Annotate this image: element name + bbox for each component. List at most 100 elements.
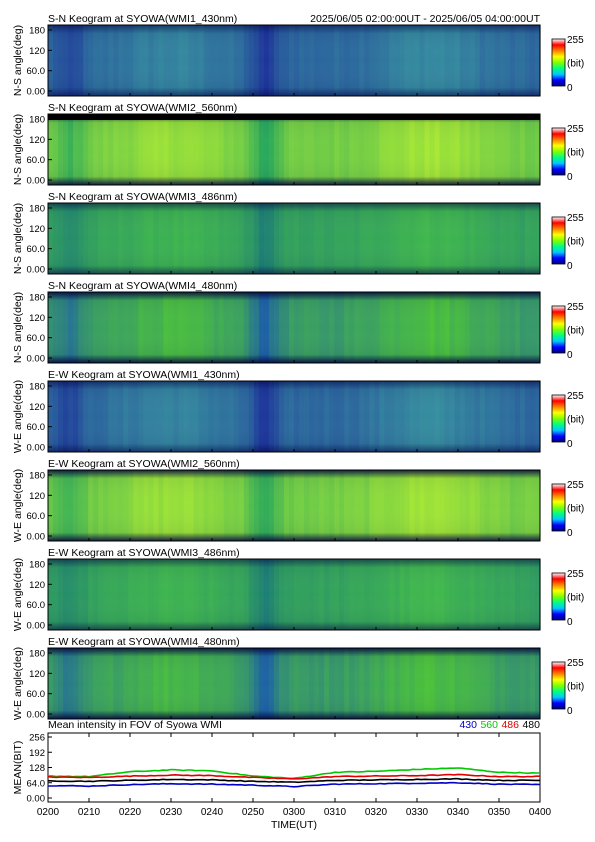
- x-tick-label: 0210: [78, 807, 101, 818]
- panel-title: S-N Keogram at SYOWA(WMI3_486nm): [48, 191, 237, 203]
- y-tick-label: 0.00: [27, 176, 46, 187]
- colorbar: [551, 661, 566, 710]
- x-tick-label: 0250: [242, 807, 265, 818]
- colorbar: [551, 572, 566, 621]
- x-tick-label: 0300: [283, 807, 306, 818]
- panel-title: E-W Keogram at SYOWA(WMI4_480nm): [48, 636, 240, 648]
- y-axis-label: MEAN(BIT): [12, 741, 24, 795]
- colorbar: [551, 127, 566, 176]
- colorbar-unit: (bit): [567, 504, 584, 515]
- series-line: [47, 773, 540, 780]
- panel-title: E-W Keogram at SYOWA(WMI2_560nm): [48, 458, 240, 470]
- keogram-vignette: [48, 559, 540, 630]
- y-tick-label: 120: [29, 402, 45, 413]
- y-axis-label: N-S angle(deg): [12, 203, 24, 274]
- colorbar-min: 0: [567, 617, 573, 628]
- colorbar: [551, 394, 566, 443]
- y-tick-label: 60.0: [27, 422, 46, 433]
- y-tick-label: 180: [29, 560, 45, 571]
- keogram-panel: S-N Keogram at SYOWA(WMI1_430nm) 2025/06/…: [12, 13, 584, 98]
- x-tick-label: 0330: [406, 807, 429, 818]
- colorbar-max: 255: [567, 213, 584, 224]
- x-tick-label: 0220: [119, 807, 142, 818]
- colorbar-max: 255: [567, 391, 584, 402]
- y-axis-label: W-E angle(deg): [12, 647, 24, 720]
- keogram-vignette: [48, 203, 540, 274]
- x-tick-label: 0230: [160, 807, 183, 818]
- colorbar-min: 0: [567, 528, 573, 539]
- panel-title: E-W Keogram at SYOWA(WMI3_486nm): [48, 547, 240, 559]
- y-tick-label: 60.0: [27, 333, 46, 344]
- colorbar-unit: (bit): [567, 326, 584, 337]
- time-range: 2025/06/05 02:00:00UT - 2025/06/05 04:00…: [310, 13, 540, 25]
- y-tick-label: 0.00: [27, 794, 46, 805]
- mean-intensity-chart: Mean intensity in FOV of Syowa WMI 480486…: [12, 719, 552, 831]
- keogram-panel: S-N Keogram at SYOWA(WMI3_486nm)180 120 60…: [12, 191, 584, 276]
- y-tick-label: 60.0: [27, 689, 46, 700]
- y-axis-label: W-E angle(deg): [12, 380, 24, 453]
- keogram-vignette: [48, 381, 540, 452]
- x-tick-label: 0200: [37, 807, 60, 818]
- colorbar-unit: (bit): [567, 593, 584, 604]
- y-tick-label: 0.00: [27, 621, 46, 632]
- y-tick-label: 0.00: [27, 710, 46, 721]
- colorbar-unit: (bit): [567, 148, 584, 159]
- colorbar: [551, 483, 566, 532]
- y-tick-label: 128: [29, 763, 45, 774]
- colorbar-max: 255: [567, 35, 584, 46]
- colorbar-max: 255: [567, 302, 584, 313]
- x-tick-label: 0350: [488, 807, 511, 818]
- y-tick-label: 0.00: [27, 532, 46, 543]
- chart-title: Mean intensity in FOV of Syowa WMI: [48, 719, 222, 731]
- x-axis-label: TIME(UT): [271, 819, 317, 831]
- panel-title: S-N Keogram at SYOWA(WMI2_560nm): [48, 102, 237, 114]
- y-tick-label: 0.00: [27, 354, 46, 365]
- y-tick-label: 60.0: [27, 244, 46, 255]
- colorbar-max: 255: [567, 658, 584, 669]
- y-tick-label: 192: [29, 748, 45, 759]
- colorbar-min: 0: [567, 83, 573, 94]
- keogram-vignette: [48, 648, 540, 719]
- colorbar: [551, 305, 566, 354]
- keogram-panel: E-W Keogram at SYOWA(WMI1_430nm)180 120 60…: [12, 369, 584, 454]
- legend-entry: 480: [522, 719, 540, 731]
- y-tick-label: 0.00: [27, 87, 46, 98]
- y-axis-label: W-E angle(deg): [12, 558, 24, 631]
- colorbar-unit: (bit): [567, 682, 584, 693]
- keogram-vignette: [48, 114, 540, 185]
- y-tick-label: 120: [29, 580, 45, 591]
- y-tick-label: 180: [29, 293, 45, 304]
- y-tick-label: 120: [29, 313, 45, 324]
- keogram-vignette: [48, 470, 540, 541]
- colorbar-min: 0: [567, 350, 573, 361]
- colorbar-min: 0: [567, 439, 573, 450]
- y-tick-label: 256: [29, 733, 45, 744]
- y-tick-label: 120: [29, 135, 45, 146]
- y-axis-label: W-E angle(deg): [12, 469, 24, 542]
- legend-entry: 430: [459, 719, 477, 731]
- y-tick-label: 180: [29, 115, 45, 126]
- x-tick-label: 0320: [365, 807, 388, 818]
- colorbar-max: 255: [567, 124, 584, 135]
- panel-title: S-N Keogram at SYOWA(WMI1_430nm): [48, 13, 237, 25]
- y-tick-label: 0.00: [27, 443, 46, 454]
- colorbar-min: 0: [567, 172, 573, 183]
- colorbar-min: 0: [567, 261, 573, 272]
- x-tick-label: 0340: [447, 807, 470, 818]
- legend-entry: 560: [480, 719, 498, 731]
- series-line: [48, 781, 541, 788]
- colorbar-max: 255: [567, 569, 584, 580]
- y-tick-label: 180: [29, 649, 45, 660]
- y-axis-label: N-S angle(deg): [12, 292, 24, 363]
- colorbar-unit: (bit): [567, 415, 584, 426]
- colorbar-min: 0: [567, 706, 573, 717]
- y-tick-label: 60.0: [27, 511, 46, 522]
- keogram-panel: E-W Keogram at SYOWA(WMI3_486nm)180 120 60…: [12, 547, 584, 632]
- y-tick-label: 0.00: [27, 265, 46, 276]
- y-tick-label: 60.0: [27, 66, 46, 77]
- keogram-topband: [48, 114, 540, 120]
- y-tick-label: 64.0: [27, 778, 46, 789]
- colorbar-max: 255: [567, 480, 584, 491]
- keogram-panel: E-W Keogram at SYOWA(WMI2_560nm)180 120 60…: [12, 458, 584, 543]
